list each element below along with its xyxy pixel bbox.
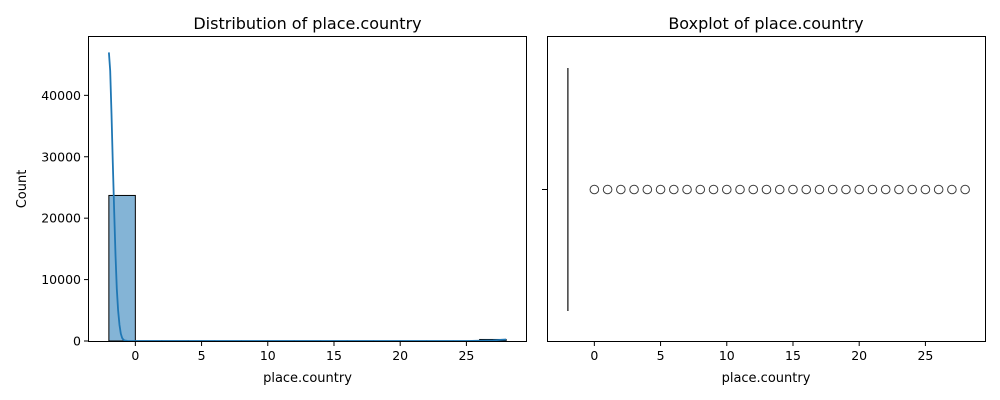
- kde-line: [108, 52, 507, 342]
- boxplot-outlier: [947, 184, 957, 195]
- boxplot-x-tick-label: 5: [657, 348, 665, 363]
- histogram-x-tick-label: 15: [326, 348, 342, 363]
- boxplot-outlier: [960, 184, 970, 195]
- boxplot-outlier: [827, 184, 838, 195]
- boxplot-x-ticks: 0 5 10 15 20 25: [590, 341, 933, 363]
- boxplot-outlier: [774, 184, 785, 195]
- boxplot-outlier: [708, 184, 719, 195]
- boxplot-outlier: [655, 184, 666, 195]
- histogram-bar: [108, 194, 136, 342]
- boxplot-x-tick-label: 25: [917, 348, 933, 363]
- boxplot-x-tick-label: 15: [785, 348, 801, 363]
- boxplot-x-tick-label: 20: [851, 348, 867, 363]
- boxplot-outlier: [854, 184, 864, 195]
- histogram-y-tick-label: 30000: [41, 149, 81, 164]
- boxplot-outlier: [589, 184, 600, 195]
- boxplot-outlier: [721, 184, 732, 195]
- boxplot-outlier: [642, 184, 653, 195]
- boxplot-outlier: [801, 184, 812, 195]
- histogram-y-tick-label: 0: [73, 334, 81, 349]
- histogram-y-ticks: 0 10000 20000 30000 40000: [41, 88, 89, 349]
- histogram-y-tick-label: 20000: [41, 211, 81, 226]
- histogram-bars: [108, 194, 507, 342]
- histogram-panel: Distribution of place.country 0 5 10 15 20 25…: [15, 14, 527, 386]
- histogram-y-tick-label: 40000: [41, 88, 81, 103]
- boxplot-x-tick-label: 0: [590, 348, 598, 363]
- boxplot-outlier: [616, 184, 626, 195]
- histogram-x-label: place.country: [263, 371, 352, 386]
- boxplot-outlier: [841, 184, 851, 195]
- boxplot-outlier: [814, 184, 825, 195]
- boxplot-outlier: [602, 184, 613, 195]
- histogram-x-tick-label: 5: [198, 348, 206, 363]
- histogram-x-tick-label: 10: [260, 348, 276, 363]
- boxplot-outlier: [735, 184, 745, 195]
- histogram-x-tick-label: 20: [392, 348, 408, 363]
- boxplot-x-tick-label: 10: [719, 348, 735, 363]
- boxplot-outlier: [669, 184, 679, 195]
- boxplot-plot-frame: [547, 36, 986, 342]
- histogram-x-tick-label: 0: [131, 348, 139, 363]
- boxplot-outlier: [907, 184, 917, 195]
- boxplot-outlier: [867, 184, 878, 195]
- boxplot-x-label: place.country: [722, 371, 811, 386]
- boxplot-outliers: [589, 184, 970, 195]
- boxplot-outlier: [880, 184, 891, 195]
- boxplot-outlier: [761, 184, 772, 195]
- histogram-plot-frame: [88, 36, 527, 342]
- boxplot-outlier: [748, 184, 759, 195]
- histogram-y-tick-label: 10000: [41, 272, 81, 287]
- histogram-y-label: Count: [15, 170, 30, 209]
- boxplot-outlier: [920, 184, 931, 195]
- histogram-x-ticks: 0 5 10 15 20 25: [131, 341, 474, 363]
- histogram-title: Distribution of place.country: [193, 14, 421, 33]
- boxplot-outlier: [933, 184, 944, 195]
- boxplot-outlier: [629, 184, 639, 195]
- boxplot-outlier: [788, 184, 798, 195]
- boxplot-title: Boxplot of place.country: [668, 14, 863, 33]
- histogram-x-tick-label: 25: [458, 348, 474, 363]
- boxplot-panel: Boxplot of place.country 0 5 10 15 20 25 plac…: [542, 14, 986, 386]
- boxplot-outlier: [695, 184, 706, 195]
- boxplot-outlier: [682, 184, 692, 195]
- boxplot-outlier: [894, 184, 904, 195]
